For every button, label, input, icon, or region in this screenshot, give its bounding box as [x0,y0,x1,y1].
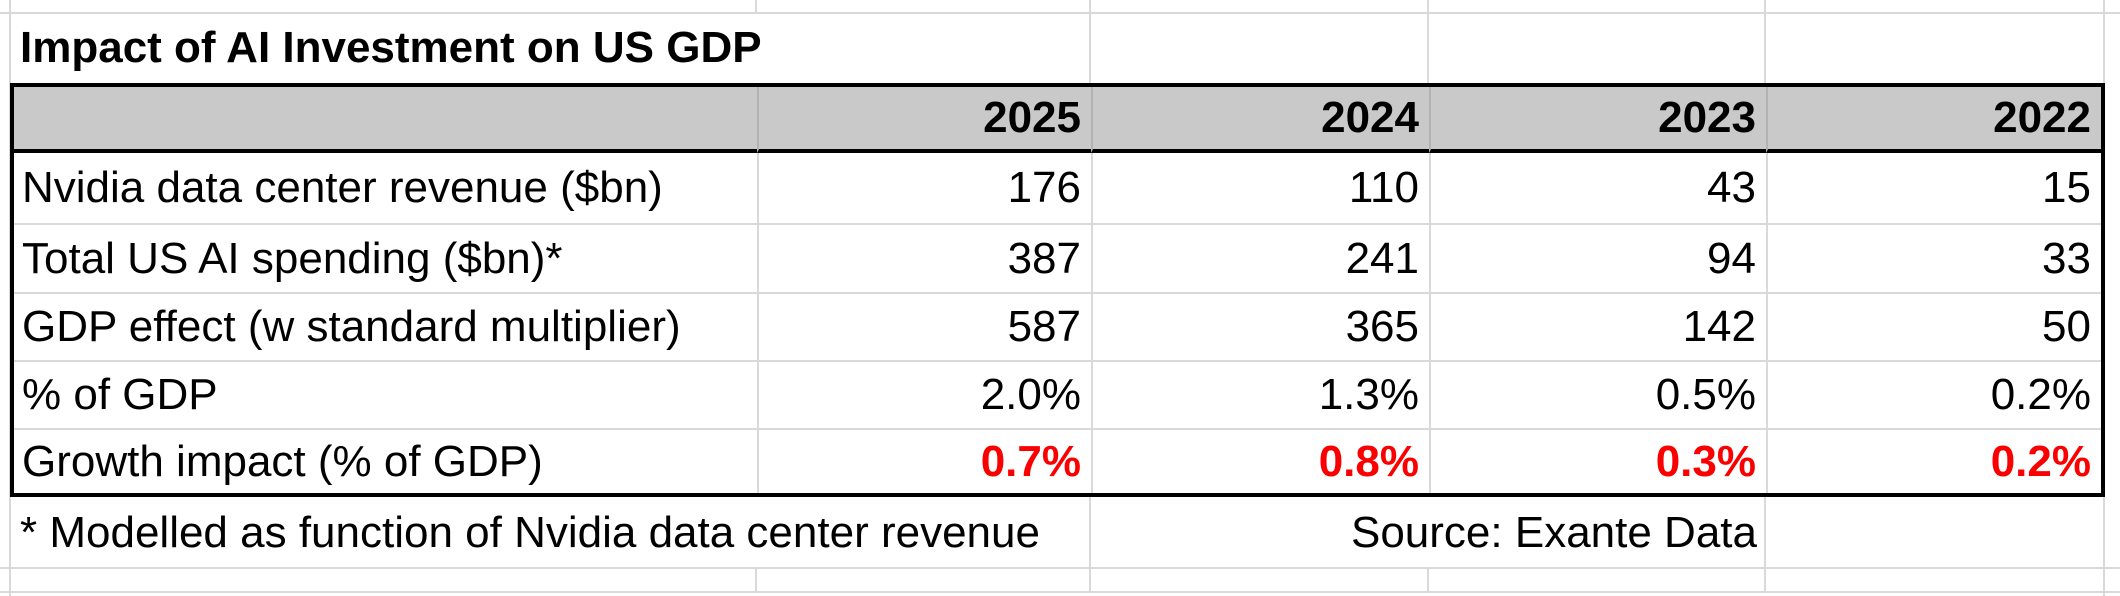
ai-gdp-table: 2025 2024 2023 2022 Nvidia data center r… [10,83,2105,497]
value-cell[interactable]: 43 [1429,153,1766,223]
row-label-cell[interactable]: % of GDP [14,360,757,428]
gridline [755,568,757,592]
value-cell[interactable]: 50 [1766,292,2101,360]
value-cell[interactable]: 1.3% [1091,360,1429,428]
year-header-2023[interactable]: 2023 [1429,87,1766,153]
value-cell[interactable]: 0.8% [1091,428,1429,493]
year-header-2024[interactable]: 2024 [1091,87,1429,153]
row-label-cell[interactable]: Nvidia data center revenue ($bn) [22,163,663,212]
value-cell[interactable]: 0.7% [757,428,1091,493]
gridline [1089,0,1091,83]
row-label-cell[interactable]: GDP effect (w standard multiplier) [14,292,757,360]
value-cell[interactable]: 94 [1429,223,1766,292]
gridline [0,12,2120,14]
value-cell[interactable]: 15 [1766,153,2101,223]
header-corner-cell[interactable] [14,87,757,153]
value-cell[interactable]: 241 [1091,223,1429,292]
value-cell[interactable]: 587 [757,292,1091,360]
value-cell[interactable]: 0.2% [1766,360,2101,428]
gridline [1764,497,1766,592]
row-label-cell[interactable]: Growth impact (% of GDP) [14,428,757,493]
value-cell[interactable]: 33 [1766,223,2101,292]
value-cell[interactable]: 0.2% [1766,428,2101,493]
footnote[interactable]: * Modelled as function of Nvidia data ce… [20,507,1040,557]
source-credit[interactable]: Source: Exante Data [1350,507,1757,557]
value-cell[interactable]: 110 [1091,153,1429,223]
gridline [0,567,2120,569]
gridline [1764,0,1766,83]
gridline [0,591,2120,593]
gridline [1427,0,1429,83]
row-label-cell[interactable]: Total US AI spending ($bn)* [14,223,757,292]
value-cell[interactable]: 0.5% [1429,360,1766,428]
gridline [755,0,757,13]
value-cell[interactable]: 365 [1091,292,1429,360]
year-header-2025[interactable]: 2025 [757,87,1091,153]
value-cell[interactable]: 176 [757,153,1091,223]
table-title[interactable]: Impact of AI Investment on US GDP [20,23,762,72]
gridline [1089,497,1091,592]
gridline [1427,568,1429,592]
value-cell[interactable]: 0.3% [1429,428,1766,493]
year-header-2022[interactable]: 2022 [1766,87,2101,153]
value-cell[interactable]: 2.0% [757,360,1091,428]
value-cell[interactable]: 142 [1429,292,1766,360]
value-cell[interactable]: 387 [757,223,1091,292]
